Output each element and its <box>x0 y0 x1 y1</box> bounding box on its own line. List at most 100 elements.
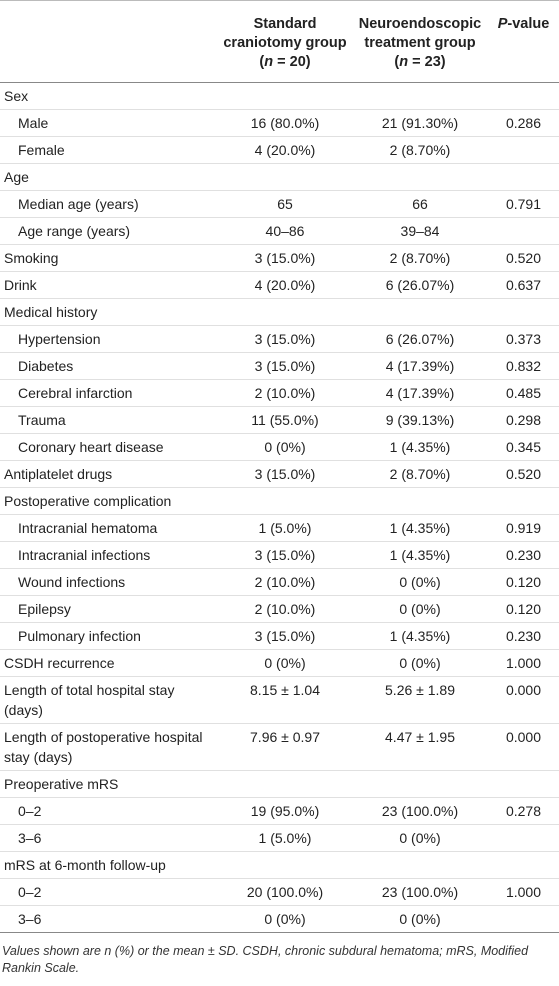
cell: 3 (15.0%) <box>218 325 352 353</box>
cell: 0 (0%) <box>352 568 488 596</box>
table-row: CSDH recurrence 0 (0%) 0 (0%) 1.000 <box>0 649 559 677</box>
cell: 3 (15.0%) <box>218 541 352 569</box>
cell: 2 (10.0%) <box>218 568 352 596</box>
row-label: Postoperative complication <box>0 487 218 515</box>
row-label: 0–2 <box>0 878 218 906</box>
cell: 2 (8.70%) <box>352 460 488 488</box>
column-header: Neuroendoscopic treatment group (n = 23) <box>352 0 488 83</box>
row-label: Drink <box>0 271 218 299</box>
header-text: = 20) <box>273 54 311 70</box>
cell: 1 (4.35%) <box>352 514 488 542</box>
cell: 0.345 <box>488 433 559 461</box>
cell: 0 (0%) <box>352 905 488 933</box>
footnote: Values shown are n (%) or the mean ± SD.… <box>2 944 529 975</box>
row-label: Age range (years) <box>0 217 218 245</box>
cell: 0.637 <box>488 271 559 299</box>
row-label: Length of postoperative hospital stay (d… <box>0 723 218 771</box>
cell: 11 (55.0%) <box>218 406 352 434</box>
cell <box>352 770 488 798</box>
header-text: = 23) <box>408 54 446 70</box>
row-label: Medical history <box>0 298 218 326</box>
cell: 6 (26.07%) <box>352 325 488 353</box>
cell <box>488 217 559 245</box>
cell: 3 (15.0%) <box>218 352 352 380</box>
table-row: 3–6 1 (5.0%) 0 (0%) <box>0 824 559 852</box>
cell: 0 (0%) <box>352 649 488 677</box>
row-label: mRS at 6-month follow-up <box>0 851 218 879</box>
table-row: Length of total hospital stay (days) 8.15… <box>0 676 559 724</box>
header-text: Neuroendoscopic treatment group ( <box>358 16 482 70</box>
cell: 21 (91.30%) <box>352 109 488 137</box>
cell <box>352 851 488 879</box>
table-body: Sex Male 16 (80.0%) 21 (91.30%) 0.286 Female 4… <box>0 82 559 933</box>
cell <box>488 905 559 933</box>
table-row: Drink 4 (20.0%) 6 (26.07%) 0.637 <box>0 271 559 299</box>
row-label: 3–6 <box>0 905 218 933</box>
cell: 2 (8.70%) <box>352 244 488 272</box>
cell: 0.000 <box>488 723 559 771</box>
header-text: n <box>264 54 274 70</box>
row-label: Antiplatelet drugs <box>0 460 218 488</box>
row-label: Median age (years) <box>0 190 218 218</box>
table-row: Length of postoperative hospital stay (d… <box>0 723 559 771</box>
table-row: Age range (years) 40–86 39–84 <box>0 217 559 245</box>
cell: 0.520 <box>488 244 559 272</box>
cell: 4.47 ± 1.95 <box>352 723 488 771</box>
cell: 1 (4.35%) <box>352 541 488 569</box>
cell <box>352 163 488 191</box>
table-row: Intracranial hematoma 1 (5.0%) 1 (4.35%) 0.… <box>0 514 559 542</box>
header-row: Standard craniotomy group (n = 20) Neuroe… <box>0 0 559 83</box>
row-label: 3–6 <box>0 824 218 852</box>
table-row: Postoperative complication <box>0 487 559 515</box>
header-text: -value <box>507 16 550 32</box>
table-row: Antiplatelet drugs 3 (15.0%) 2 (8.70%) 0.52… <box>0 460 559 488</box>
cell <box>218 298 352 326</box>
cell: 66 <box>352 190 488 218</box>
header-text: Standard craniotomy group ( <box>223 16 347 70</box>
cell: 0.120 <box>488 595 559 623</box>
cell: 0.000 <box>488 676 559 724</box>
cell: 0.230 <box>488 622 559 650</box>
cell: 9 (39.13%) <box>352 406 488 434</box>
cell: 0 (0%) <box>218 433 352 461</box>
cell <box>488 487 559 515</box>
table-row: Pulmonary infection 3 (15.0%) 1 (4.35%) 0.2… <box>0 622 559 650</box>
table-row: Male 16 (80.0%) 21 (91.30%) 0.286 <box>0 109 559 137</box>
cell: 1.000 <box>488 878 559 906</box>
table-row: Sex <box>0 82 559 110</box>
table-row: Medical history <box>0 298 559 326</box>
cell: 4 (17.39%) <box>352 352 488 380</box>
row-label: Smoking <box>0 244 218 272</box>
cell: 0.832 <box>488 352 559 380</box>
cell: 2 (8.70%) <box>352 136 488 164</box>
row-label: Male <box>0 109 218 137</box>
table-row: Age <box>0 163 559 191</box>
cell <box>352 487 488 515</box>
data-table: Standard craniotomy group (n = 20) Neuroe… <box>0 0 559 933</box>
cell: 40–86 <box>218 217 352 245</box>
cell: 20 (100.0%) <box>218 878 352 906</box>
row-label: Epilepsy <box>0 595 218 623</box>
cell <box>218 770 352 798</box>
cell: 1 (4.35%) <box>352 622 488 650</box>
row-label: Age <box>0 163 218 191</box>
cell <box>488 82 559 110</box>
cell: 23 (100.0%) <box>352 797 488 825</box>
header-text: P <box>497 16 508 32</box>
row-label: Diabetes <box>0 352 218 380</box>
cell <box>218 487 352 515</box>
row-label: Preoperative mRS <box>0 770 218 798</box>
cell: 1.000 <box>488 649 559 677</box>
table-row: Wound infections 2 (10.0%) 0 (0%) 0.120 <box>0 568 559 596</box>
cell: 19 (95.0%) <box>218 797 352 825</box>
cell: 2 (10.0%) <box>218 379 352 407</box>
column-header: P-value <box>488 0 559 83</box>
table-row: Preoperative mRS <box>0 770 559 798</box>
row-label: Trauma <box>0 406 218 434</box>
cell: 0.298 <box>488 406 559 434</box>
cell: 5.26 ± 1.89 <box>352 676 488 724</box>
cell: 1 (5.0%) <box>218 514 352 542</box>
table-row: Smoking 3 (15.0%) 2 (8.70%) 0.520 <box>0 244 559 272</box>
cell: 65 <box>218 190 352 218</box>
